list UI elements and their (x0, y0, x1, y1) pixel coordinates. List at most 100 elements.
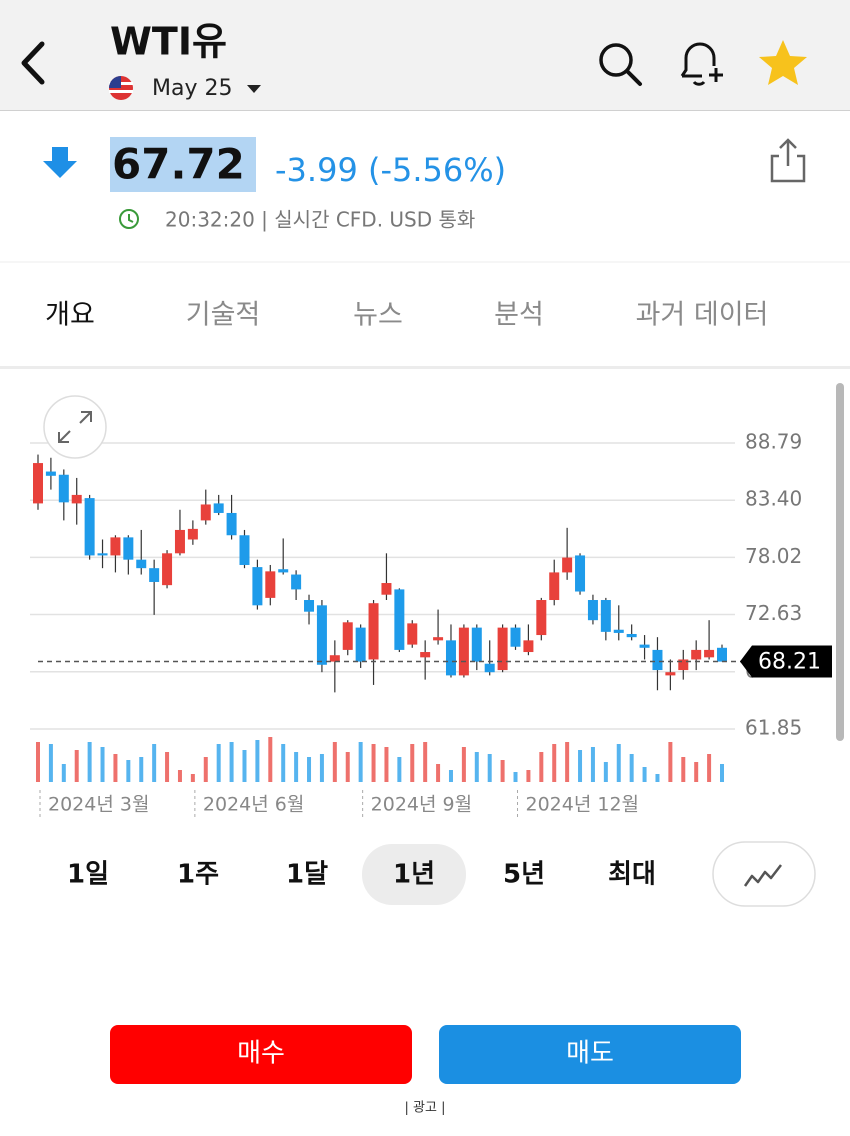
volume-bar (307, 757, 312, 782)
sell-button[interactable] (439, 1025, 741, 1084)
candle-body (394, 589, 405, 650)
candle-body (226, 512, 237, 536)
ad-label: | 광고 | (405, 1101, 446, 1116)
candle-body (149, 568, 160, 582)
back-button[interactable] (21, 41, 45, 85)
candle-body (355, 627, 366, 662)
candle-body (342, 622, 353, 650)
buy-button[interactable] (110, 1025, 412, 1084)
y-tick-label: 61.85 (745, 716, 802, 740)
last-price-badge (740, 645, 832, 678)
period-option[interactable]: 1달 (286, 860, 328, 890)
quote-time: 20:32:20 | 실시간 CFD. USD 통화 (165, 208, 475, 232)
candle-body (265, 571, 276, 598)
volume-bar (642, 767, 647, 782)
title: WTI유 (110, 20, 227, 64)
candle-body (458, 627, 469, 676)
contract-dropdown[interactable] (247, 85, 261, 93)
candle-body (484, 663, 495, 673)
candle-body (304, 600, 315, 612)
volume-bar (668, 742, 673, 782)
volume-bar (268, 737, 273, 782)
volume-bar (526, 770, 531, 782)
volume-bar (487, 754, 492, 782)
volume-bar (165, 752, 170, 782)
volume-bar (552, 744, 557, 782)
volume-bar (629, 754, 634, 782)
candle-body (587, 600, 598, 621)
period-selector: 1일 1주 1달 1년 5년 최대 (67, 844, 656, 905)
chart-type-button[interactable] (712, 841, 816, 907)
tab[interactable]: 기술적 (186, 300, 261, 331)
volume-bar (590, 747, 595, 782)
volume-bar (48, 744, 53, 782)
candle-body (497, 627, 508, 671)
candle-body (420, 652, 431, 658)
candle-body (136, 559, 147, 569)
volume-bar (216, 744, 221, 782)
x-tick-label: 2024년 3월 (48, 794, 149, 816)
candle-body (84, 498, 95, 556)
candle-body (639, 644, 650, 648)
volume-bar (139, 757, 144, 782)
period-option[interactable]: 최대 (608, 860, 656, 890)
period-option[interactable]: 1일 (67, 860, 109, 890)
tab[interactable]: 분석 (494, 300, 544, 331)
share-button[interactable] (770, 138, 806, 183)
volume-bar (720, 764, 724, 782)
volume-bar (242, 750, 247, 782)
volume-bar (332, 742, 337, 782)
candle-body (613, 629, 624, 633)
period-option[interactable]: 1년 (393, 860, 435, 890)
candle-body (536, 600, 547, 636)
header (0, 0, 850, 111)
sell-label[interactable]: 매도 (566, 1039, 614, 1069)
volume-bar (61, 764, 66, 782)
candle-body (445, 640, 456, 676)
volume-bar (177, 770, 182, 782)
volume-bar (229, 742, 234, 782)
down-arrow (43, 147, 77, 178)
y-tick-label: 78.02 (745, 544, 802, 568)
candle-body (407, 623, 418, 645)
candle-body (433, 637, 444, 641)
volume-bar (36, 742, 40, 782)
volume-bar (126, 760, 131, 782)
candle-body (33, 463, 43, 504)
expand-button[interactable] (43, 395, 107, 459)
candle-body (291, 574, 302, 590)
volume-bar (578, 750, 583, 782)
period-option[interactable]: 1주 (177, 860, 219, 890)
contract[interactable]: May 25 (152, 76, 232, 101)
period-option[interactable]: 5년 (503, 860, 545, 890)
candle-body (200, 504, 211, 521)
candle-body (213, 503, 224, 513)
search-button[interactable] (599, 43, 642, 86)
candle-body (691, 649, 702, 660)
price-highlight (110, 137, 256, 192)
tab[interactable]: 뉴스 (353, 300, 403, 331)
volume-bar (655, 774, 660, 782)
candle-body (329, 655, 340, 662)
buy-label[interactable]: 매수 (237, 1039, 285, 1069)
tab[interactable]: 개요 (45, 300, 95, 331)
candle-body (252, 567, 263, 606)
candle-body (471, 627, 482, 662)
y-tick-label: 88.79 (745, 430, 802, 454)
flag-icon (109, 76, 133, 100)
tab[interactable]: 과거 데이터 (636, 300, 769, 331)
volume-bar (371, 744, 376, 782)
candle-body (368, 603, 379, 660)
clock-icon (119, 209, 139, 229)
volume-bar (461, 747, 466, 782)
y-tick-label: 83.40 (745, 487, 802, 511)
candle-body (704, 649, 715, 658)
period-active-bg (362, 844, 466, 905)
candle-body (678, 659, 689, 671)
candle-body (162, 553, 173, 586)
favorite-star[interactable] (759, 40, 807, 85)
alert-button[interactable] (680, 42, 723, 86)
candle-body (381, 583, 392, 595)
candle-body (717, 647, 727, 662)
